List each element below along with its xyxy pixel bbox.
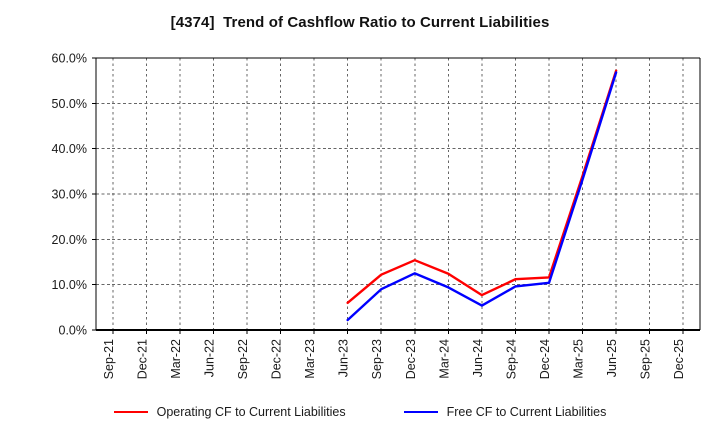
svg-text:10.0%: 10.0% <box>52 278 87 292</box>
svg-text:Dec-22: Dec-22 <box>270 339 284 379</box>
svg-text:Mar-25: Mar-25 <box>572 339 586 379</box>
svg-text:Jun-25: Jun-25 <box>605 339 619 377</box>
svg-text:60.0%: 60.0% <box>52 52 87 66</box>
x-axis-tick-labels: Sep-21 Dec-21 Mar-22 Jun-22 Sep-22 Dec-22 Mar-… <box>102 330 686 379</box>
svg-text:Mar-23: Mar-23 <box>303 339 317 379</box>
svg-text:Jun-23: Jun-23 <box>337 339 351 377</box>
svg-text:Dec-25: Dec-25 <box>672 339 686 379</box>
svg-text:Jun-22: Jun-22 <box>202 339 216 377</box>
series-line-free-cf <box>346 71 618 322</box>
svg-text:Mar-22: Mar-22 <box>169 339 183 379</box>
svg-text:Jun-24: Jun-24 <box>471 339 485 377</box>
svg-text:Sep-23: Sep-23 <box>370 339 384 379</box>
svg-text:Sep-22: Sep-22 <box>236 339 250 379</box>
svg-text:Dec-23: Dec-23 <box>404 339 418 379</box>
series-line-operating-cf <box>346 69 618 304</box>
svg-text:50.0%: 50.0% <box>52 97 87 111</box>
legend-label-free-cf: Free CF to Current Liabilities <box>446 405 607 419</box>
legend-item-free-cf: Free CF to Current Liabilities <box>403 405 607 419</box>
svg-text:30.0%: 30.0% <box>52 188 87 202</box>
svg-text:Sep-25: Sep-25 <box>639 339 653 379</box>
chart-title: [4374] Trend of Cashflow Ratio to Curren… <box>170 14 550 31</box>
svg-text:Mar-24: Mar-24 <box>437 339 451 379</box>
data-series-layer <box>346 69 618 322</box>
legend-swatch-free-cf <box>403 411 438 413</box>
svg-text:Dec-21: Dec-21 <box>135 339 149 379</box>
svg-text:20.0%: 20.0% <box>52 233 87 247</box>
svg-text:Dec-24: Dec-24 <box>538 339 552 379</box>
gridlines <box>96 57 700 330</box>
legend-label-operating-cf: Operating CF to Current Liabilities <box>156 405 346 419</box>
svg-text:Sep-24: Sep-24 <box>504 339 518 379</box>
svg-text:40.0%: 40.0% <box>52 142 87 156</box>
y-axis-tick-labels: 0.0% 10.0% 20.0% 30.0% 40.0% 50.0% 60.0% <box>52 52 96 338</box>
legend-swatch-operating-cf <box>113 411 148 413</box>
svg-text:0.0%: 0.0% <box>59 324 88 338</box>
chart-legend: Operating CF to Current Liabilities Free… <box>0 405 720 419</box>
legend-item-operating-cf: Operating CF to Current Liabilities <box>113 405 346 419</box>
svg-text:Sep-21: Sep-21 <box>102 339 116 379</box>
